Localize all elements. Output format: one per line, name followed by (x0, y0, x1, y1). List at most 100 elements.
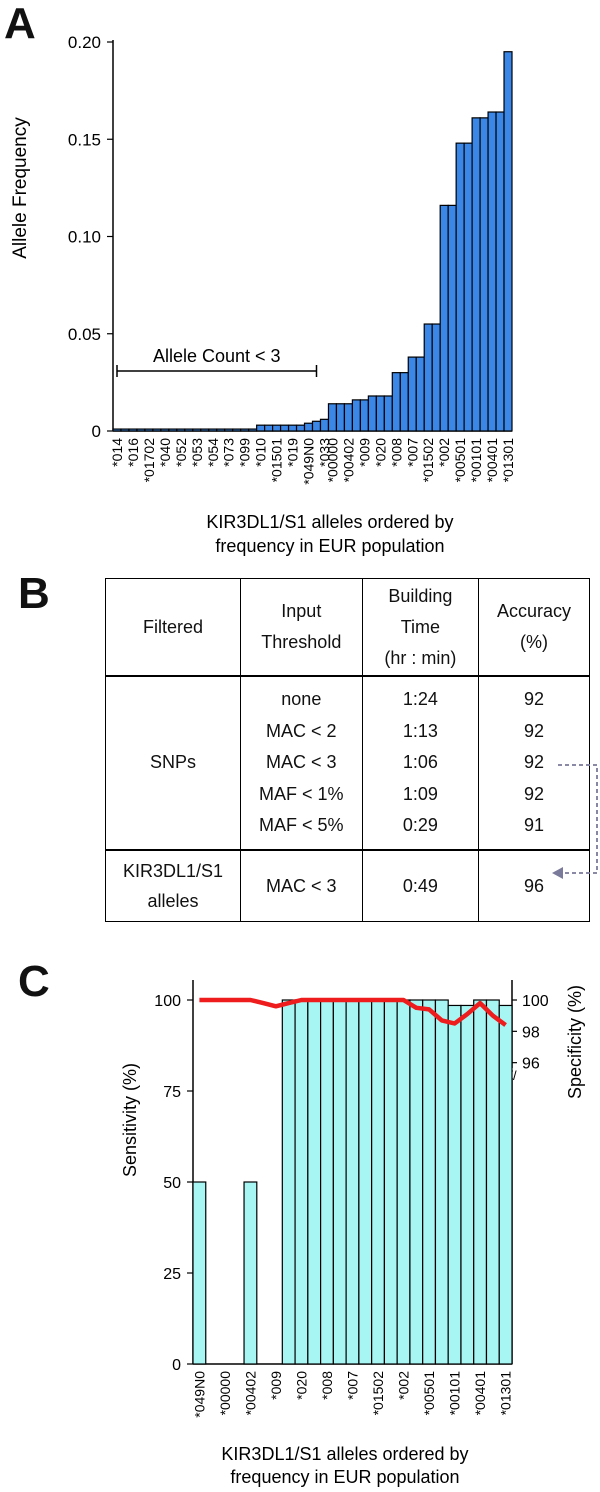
sensitivity-specificity-chart: // 0 25 50 75 100 96 98 100 *049N0 *00000 *00402 *00… (120, 980, 585, 1487)
accuracy-value: 91 (524, 815, 545, 835)
bar (455, 142, 465, 432)
y-axis-title: Allele Frequency (10, 117, 31, 259)
x-tick-label: *00401 (472, 1371, 488, 1416)
sensitivity-bar (371, 999, 386, 1365)
x-tick-label: *049N0 (301, 438, 317, 485)
bar (184, 428, 194, 432)
bar (240, 428, 250, 432)
x-tick-label: *020 (372, 438, 388, 467)
accuracy-value: 92 (524, 783, 545, 804)
y-tick-label: 25 (163, 1266, 181, 1283)
x-tick-label: *00402 (340, 438, 356, 483)
bar (423, 323, 433, 432)
sensitivity-bar (498, 1004, 513, 1365)
y-tick-label: 50 (163, 1175, 181, 1192)
bar (287, 424, 298, 432)
specificity-line (199, 997, 507, 1027)
y-tick-label: 0 (92, 422, 101, 441)
bar (168, 428, 178, 432)
x-tick-label: *01501 (269, 438, 285, 483)
table-row-kir-alleles: KIR3DL1/S1 alleles MAC < 3 0:49 96 (105, 849, 590, 922)
header-accuracy-line1: Accuracy (497, 601, 572, 621)
x-tick-label: *009 (268, 1371, 284, 1400)
x-tick-label: *00101 (447, 1371, 463, 1416)
threshold-value: MAF < 5% (259, 815, 344, 835)
x-tick-label: *002 (436, 438, 452, 467)
y-tick-label: 100 (154, 993, 181, 1010)
time-value: 1:09 (402, 783, 438, 804)
y2-tick-label: 100 (522, 993, 549, 1010)
bar (471, 117, 481, 432)
time-value: 0:29 (402, 815, 438, 835)
y-tick-label: 0.05 (68, 325, 101, 344)
sensitivity-bar (358, 999, 373, 1365)
x-tick-label: *033 (316, 438, 332, 467)
bar (295, 424, 306, 432)
time-value: 1:24 (402, 689, 438, 709)
bar (351, 399, 361, 432)
table-header-row: Filtered Input Threshold Building Time (… (105, 578, 590, 677)
cell-threshold-kir: MAC < 3 (239, 849, 363, 922)
cell-filtered-snps: SNPs (105, 675, 241, 851)
time-value: 1:06 (402, 752, 438, 772)
sensitivity-bar (192, 1181, 207, 1365)
sensitivity-bar (383, 999, 398, 1365)
sensitivity-bar (294, 999, 309, 1365)
cell-thresholds-snps: none MAC < 2 MAC < 3 MAF < 1% MAF < 5% (239, 675, 363, 851)
bar (495, 111, 505, 432)
x-tick-label: *007 (404, 438, 420, 467)
bar (176, 428, 186, 432)
x-tick-label: *040 (157, 438, 173, 467)
bar (367, 395, 377, 432)
sensitivity-bar (434, 999, 449, 1365)
sensitivity-bar (281, 999, 296, 1365)
bar (256, 424, 266, 432)
x-tick-label: *010 (253, 438, 269, 467)
bar (248, 428, 258, 432)
x-tick-label: *00000 (324, 438, 340, 483)
x-tick-label: *053 (189, 438, 205, 467)
cell-accuracy-snps: 92 92 92 92 91 (478, 675, 590, 851)
accuracy-table: Filtered Input Threshold Building Time (… (105, 578, 590, 922)
bar (160, 428, 170, 432)
bar (503, 51, 513, 432)
x-tick-label: *020 (293, 1371, 309, 1400)
x-tick-label: *01301 (498, 1371, 514, 1416)
accuracy-value: 92 (524, 752, 545, 772)
annotation-label: Allele Count < 3 (153, 346, 281, 366)
bar (383, 395, 393, 432)
bar (208, 428, 218, 432)
y-tick-label: 0 (172, 1357, 181, 1374)
x-tick-label: *009 (356, 438, 372, 467)
y2-tick-label: 96 (522, 1056, 540, 1073)
header-input-threshold-line2: Threshold (261, 632, 342, 652)
bar (335, 403, 346, 432)
y-tick-label: 0.15 (68, 130, 101, 149)
x-tick-label: *007 (345, 1371, 361, 1400)
axis-break-symbol: // (509, 1068, 517, 1083)
bar (152, 428, 162, 432)
time-value: 1:13 (402, 720, 438, 741)
x-tick-label: *019 (285, 438, 301, 467)
x-tick-label: *01301 (500, 438, 516, 483)
bar (311, 420, 322, 432)
sensitivity-bar (396, 999, 411, 1365)
sensitivity-bar (320, 999, 334, 1365)
bar (399, 372, 409, 432)
header-input-threshold-line1: Input (281, 601, 322, 621)
bar (431, 323, 441, 432)
x-tick-label: *049N0 (191, 1371, 207, 1418)
sensitivity-bar (460, 1004, 475, 1365)
sensitivity-bar (473, 999, 488, 1365)
x-tick-label: *014 (109, 438, 125, 467)
bar (415, 356, 425, 432)
bar (407, 356, 417, 432)
bar (463, 142, 473, 432)
bar (216, 428, 226, 432)
x-tick-label: *01702 (141, 438, 157, 483)
x-tick-label: *00501 (421, 1371, 437, 1416)
bar (272, 424, 282, 432)
accuracy-value: 92 (524, 689, 545, 709)
panel-b-label: B (18, 569, 50, 618)
bar (487, 111, 497, 432)
